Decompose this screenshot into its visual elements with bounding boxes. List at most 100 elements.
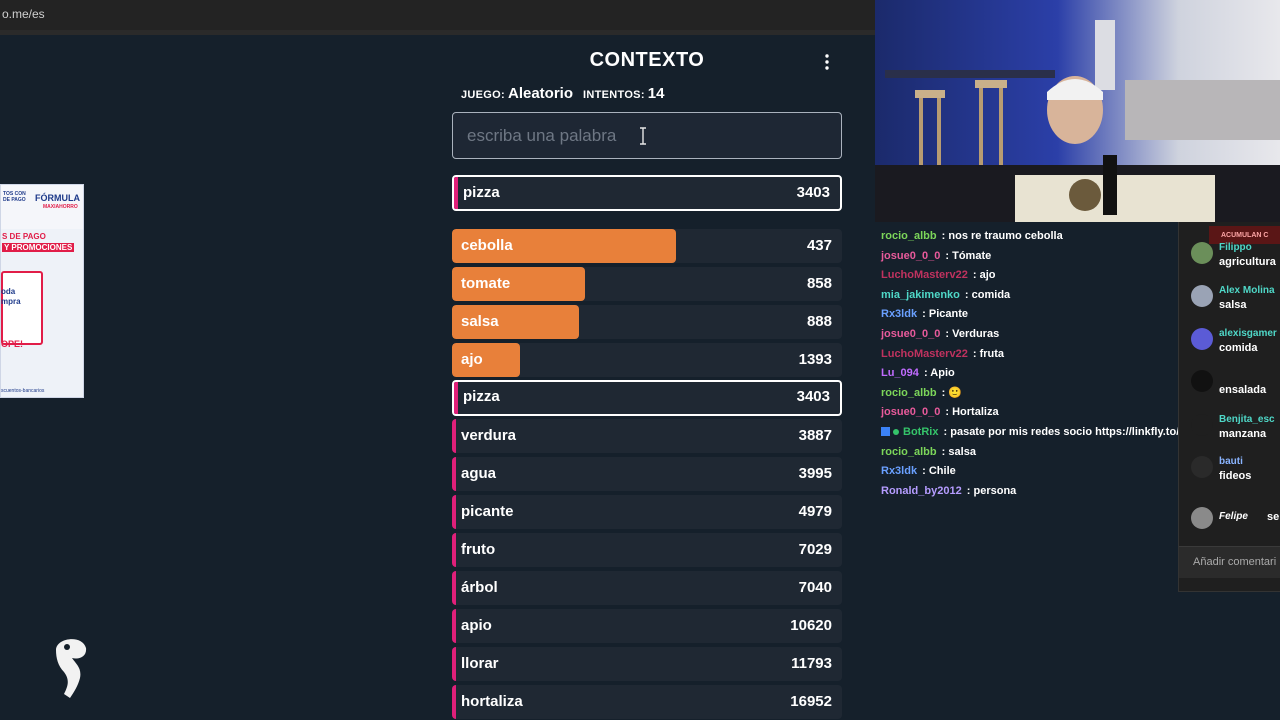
avatar[interactable] [1191, 242, 1213, 264]
guess-word: ajo [461, 351, 483, 368]
avatar[interactable] [1191, 370, 1213, 392]
chat-username[interactable]: Rx3ldk [881, 465, 918, 478]
guess-row: árbol 7040 [452, 571, 842, 605]
guess-row: tomate 858 [452, 267, 842, 301]
chat-username[interactable]: Rx3ldk [881, 308, 918, 321]
url-text[interactable]: o.me/es [2, 7, 45, 21]
guess-row: fruto 7029 [452, 533, 842, 567]
side-comment-user[interactable]: alexisgamer [1219, 328, 1277, 339]
chat-message: BotRix : pasate por mis redes socio http… [881, 425, 1253, 445]
promo-banner: ACUMULAN C [1209, 226, 1280, 244]
chat-username[interactable]: rocio_albb [881, 445, 937, 458]
side-comment-text: ensalada [1219, 384, 1267, 396]
last-guess-rank: 3403 [796, 184, 830, 201]
side-comment-text: agricultura [1219, 256, 1276, 268]
guess-proximity-bar [454, 382, 458, 414]
guess-word: verdura [461, 427, 517, 444]
guess-input[interactable] [452, 112, 842, 159]
chat-text: Hortaliza [952, 406, 999, 419]
guess-rank: 4979 [798, 503, 832, 520]
side-comment-user[interactable]: Benjita_esc [1219, 414, 1275, 425]
chat-text: Verduras [952, 327, 1000, 340]
verified-dot-icon [893, 428, 899, 435]
chat-username[interactable]: Ronald_by2012 [881, 484, 962, 497]
guess-row: picante 4979 [452, 495, 842, 529]
chat-username[interactable]: BotRix [903, 425, 939, 438]
chat-text: ajo [979, 269, 996, 282]
guess-row: ajo 1393 [452, 343, 842, 377]
chat-username[interactable]: LuchoMasterv22 [881, 269, 968, 282]
chat-message: josue0_0_0 : Verduras [881, 327, 1181, 347]
avatar[interactable] [1191, 414, 1213, 436]
chat-username[interactable]: mia_jakimenko [881, 288, 960, 301]
guess-proximity-bar [452, 229, 677, 263]
comments-sidebar: ACUMULAN C Filippo agricultura Alex Molina… [1178, 222, 1280, 592]
guess-word: árbol [461, 579, 498, 596]
toucan-logo-icon [56, 639, 87, 698]
chat-text: Picante [928, 308, 968, 321]
side-comment-user[interactable]: bauti [1219, 456, 1243, 467]
guess-rank: 11793 [791, 655, 832, 672]
last-guess-word: pizza [463, 184, 500, 201]
side-comment-user[interactable]: Felipe [1219, 511, 1248, 522]
browser-url-bar[interactable]: o.me/es [0, 0, 875, 30]
guess-rank: 3995 [798, 465, 832, 482]
ad-brand-sub: MAXIAHORRO [43, 204, 78, 210]
chat-separator: : [940, 425, 951, 438]
chat-message: josue0_0_0 : Hortaliza [881, 405, 1181, 425]
guess-word: tomate [461, 275, 511, 292]
guess-rank: 1393 [798, 351, 832, 368]
chat-message: Lu_094 : Apio [881, 366, 1181, 386]
add-comment-input[interactable]: Añadir comentari [1179, 546, 1280, 578]
guess-row: hortaliza 16952 [452, 685, 842, 719]
guess-rank: 858 [806, 275, 832, 292]
avatar[interactable] [1191, 285, 1213, 307]
ad-headline: S DE PAGO [2, 232, 46, 241]
side-advertisement[interactable]: TOS CON DE PAGO FÓRMULA MAXIAHORRO S DE … [0, 184, 84, 398]
chat-text: Tómate [952, 249, 992, 262]
guess-rank: 3403 [796, 388, 830, 405]
guess-proximity-bar [452, 571, 456, 605]
chat-username[interactable]: LuchoMasterv22 [881, 347, 968, 360]
chat-username[interactable]: josue0_0_0 [881, 406, 941, 419]
last-guess-row: pizza 3403 [452, 175, 842, 211]
chat-separator: : [920, 367, 931, 380]
chat-username[interactable]: josue0_0_0 [881, 249, 941, 262]
side-comment-user[interactable]: Filippo [1219, 242, 1252, 253]
guess-rank: 10620 [790, 617, 832, 634]
avatar[interactable] [1191, 328, 1213, 350]
guess-proximity-bar [452, 343, 521, 377]
avatar[interactable] [1191, 507, 1213, 529]
chat-separator: : [942, 406, 953, 419]
side-comment-user[interactable]: Alex Molina [1219, 285, 1275, 296]
chat-text: Chile [928, 465, 956, 478]
guess-rank: 7040 [798, 579, 832, 596]
bot-badge-icon [881, 426, 890, 436]
guess-proximity-bar [452, 305, 579, 339]
guess-word: salsa [461, 313, 499, 330]
chat-message: LuchoMasterv22 : fruta [881, 347, 1181, 367]
guess-proximity-bar [452, 533, 456, 567]
chat-text: Apio [930, 367, 955, 380]
ad-footer: scuentos-bancarios [1, 388, 45, 394]
chat-messages: rocio_albb : nos re traumo cebolla josue0… [881, 229, 1253, 503]
chat-username[interactable]: josue0_0_0 [881, 327, 941, 340]
chat-text: salsa [948, 445, 976, 458]
guess-proximity-bar [452, 267, 585, 301]
guess-proximity-bar [452, 647, 456, 681]
text-cursor-icon [640, 127, 646, 145]
chat-message: rocio_albb : salsa [881, 445, 1181, 465]
guess-rank: 437 [806, 237, 832, 254]
more-options-icon[interactable] [820, 52, 834, 72]
chat-username[interactable]: rocio_albb [881, 386, 937, 399]
last-guess-marker [454, 177, 458, 209]
chat-separator: : [919, 308, 929, 321]
chat-username[interactable]: rocio_albb [881, 230, 937, 242]
avatar[interactable] [1191, 456, 1213, 478]
chat-message: josue0_0_0 : Tómate [881, 249, 1181, 269]
attempts-label: INTENTOS: [583, 89, 645, 101]
side-comment-text: salsa [1219, 299, 1247, 311]
chat-username[interactable]: Lu_094 [881, 367, 919, 380]
ad-card-cta: OPE! [1, 339, 24, 349]
chat-text: pasate por mis redes socio https://linkf… [950, 425, 1254, 438]
